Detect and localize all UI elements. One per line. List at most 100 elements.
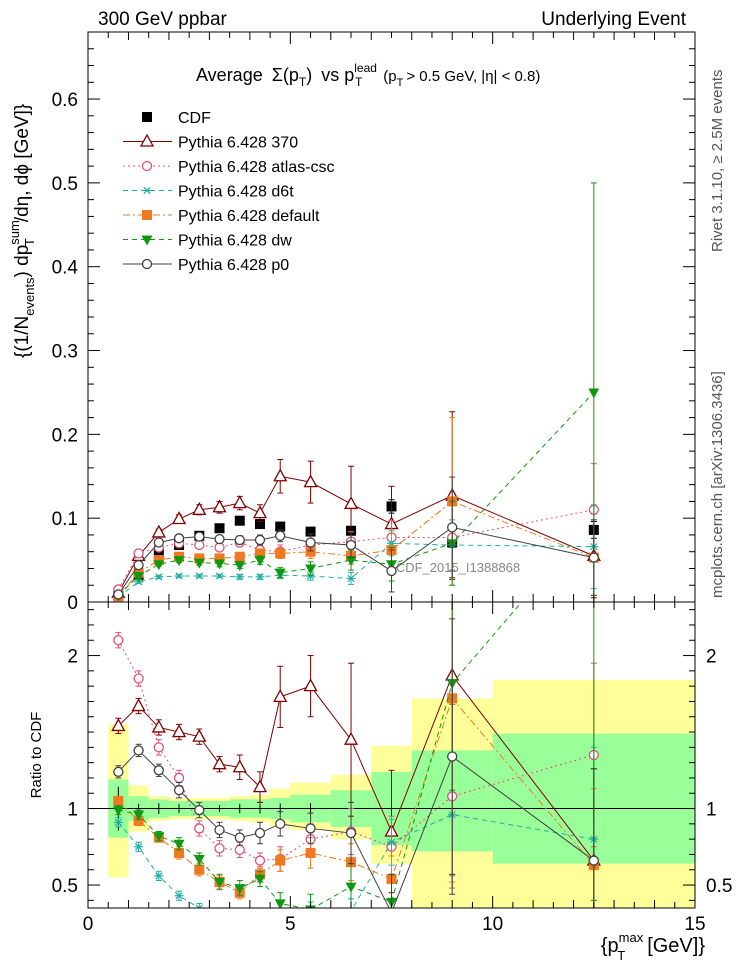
data-point-pythia-6-428-dw (193, 558, 205, 569)
series-pythia-6-428-p0 (113, 476, 599, 600)
ylabel-part1: {(1/N (12, 316, 33, 358)
ratio-point-pythia-6-428-atlas-csc (234, 844, 245, 856)
ratio-point-pythia-6-428-default (174, 847, 185, 858)
ratio-point-pythia-6-428-default (275, 855, 286, 866)
ratio-point-pythia-6-428-d6t-d2 (216, 912, 222, 918)
data-point-pythia-6-428-d6t (306, 572, 316, 580)
series-line-pythia-6-428-default (117, 500, 595, 597)
ylabel-part2-sup: sum (7, 220, 22, 245)
legend-marker (141, 235, 153, 246)
data-point-pythia-6-428-370 (252, 505, 268, 519)
legend-label: Pythia 6.428 d6t (178, 184, 294, 201)
ratio-point-pythia-6-428-d6t-d1 (216, 912, 222, 918)
data-point-cdf (305, 526, 316, 537)
ratio-point-pythia-6-428-atlas-csc (173, 772, 185, 784)
ratio-point-pythia-6-428-atlas-csc (194, 823, 205, 834)
data-point-pythia-6-428-p0 (588, 552, 599, 563)
legend-marker-d2 (143, 186, 151, 195)
top-y-tick-label: 0.2 (52, 425, 78, 446)
ratio-point-pythia-6-428-atlas-csc (254, 855, 266, 866)
ratio-point-pythia-6-428-default (133, 815, 144, 826)
xlabel-open: {p (601, 935, 619, 957)
legend-entry-pythia-6-428-atlas-csc: Pythia 6.428 atlas-csc (123, 159, 335, 176)
data-point-cdf (234, 515, 245, 526)
ratio-point-pythia-6-428-370 (151, 719, 166, 733)
ratio-point-pythia-6-428-p0 (447, 751, 458, 762)
bottom-series-layer (111, 602, 601, 922)
top-y-tick-label: 0.4 (52, 258, 79, 279)
data-point-pythia-6-428-d6t-d2 (155, 573, 163, 581)
data-point-pythia-6-428-default (275, 548, 286, 559)
ratio-point-pythia-6-428-p0 (194, 804, 205, 816)
ratio-point-pythia-6-428-p0 (305, 823, 316, 834)
ratio-point-pythia-6-428-d6t (154, 872, 164, 880)
title-sigma: Σ(p (272, 65, 299, 85)
ratio-point-pythia-6-428-d6t-d2 (134, 843, 143, 851)
title-cuts-rest: > 0.5 GeV, |η| < 0.8) (406, 68, 540, 85)
data-point-pythia-6-428-default (234, 551, 245, 562)
ratio-point-pythia-6-428-default (305, 847, 316, 858)
ratio-point-pythia-6-428-dw (153, 832, 165, 843)
data-point-pythia-6-428-p0 (133, 559, 144, 571)
legend-marker (141, 160, 153, 172)
data-point-pythia-6-428-370 (171, 511, 187, 525)
ratio-point-pythia-6-428-dw (112, 806, 124, 817)
legend-entry-pythia-6-428-p0: Pythia 6.428 p0 (123, 257, 289, 274)
ratio-point-pythia-6-428-d6t (347, 907, 355, 908)
series-pythia-6-428-370 (111, 411, 601, 599)
xlabel-sup: max (619, 930, 644, 945)
title-cuts-open: (p (383, 68, 396, 85)
bottom-axes: 0.5 0.5 1 1 2 2 0 5 10 15 (52, 602, 732, 935)
ratio-point-pythia-6-428-d6t-d2 (114, 818, 122, 826)
legend-entry-pythia-6-428-default: Pythia 6.428 default (123, 208, 320, 225)
data-point-pythia-6-428-dw (345, 556, 357, 567)
ratio-point-pythia-6-428-d6t-d2 (155, 872, 163, 880)
series-cdf (113, 499, 599, 602)
data-point-pythia-6-428-d6t (255, 573, 265, 581)
data-point-pythia-6-428-dw (274, 568, 286, 579)
data-point-pythia-6-428-p0 (194, 531, 205, 542)
ratio-point-pythia-6-428-d6t (255, 916, 264, 922)
ratio-point-pythia-6-428-p0 (389, 907, 394, 908)
ratio-point-pythia-6-428-370 (111, 718, 126, 732)
x-tick-label: 5 (285, 914, 296, 935)
title-cuts-sub: T (397, 77, 404, 89)
ratio-point-pythia-6-428-370 (252, 779, 268, 793)
ratio-y-tick-label-right: 2 (706, 647, 717, 668)
legend-label: Pythia 6.428 370 (178, 135, 298, 152)
series-line-pythia-6-428-d6t (118, 542, 594, 598)
top-axes: 0 0.1 0.2 0.3 0.4 0.5 0.6 (52, 32, 696, 614)
data-point-pythia-6-428-p0 (173, 533, 185, 544)
legend-marker (142, 112, 152, 122)
legend-entry-cdf: CDF (142, 110, 211, 127)
header-left: 300 GeV ppbar (98, 9, 228, 30)
ratio-point-pythia-6-428-dw (234, 884, 246, 895)
ratio-point-pythia-6-428-d6t-d1 (257, 916, 263, 922)
data-point-pythia-6-428-atlas-csc (194, 539, 205, 551)
title-vs: vs p (321, 65, 354, 85)
ratio-point-pythia-6-428-d6t-d1 (195, 904, 201, 908)
legend-label: Pythia 6.428 atlas-csc (178, 159, 335, 176)
top-y-axis-label: {(1/Nevents) dpsumT/dη, dϕ [GeV]} (7, 104, 37, 358)
legend-label: Pythia 6.428 p0 (178, 257, 289, 274)
title-sigma-sub: T (299, 75, 307, 89)
data-point-pythia-6-428-d6t (235, 573, 245, 581)
ratio-point-pythia-6-428-atlas-csc (113, 635, 124, 646)
ratio-point-pythia-6-428-dw (133, 810, 145, 821)
data-point-pythia-6-428-p0 (153, 537, 164, 548)
data-point-pythia-6-428-p0 (214, 533, 225, 545)
ratio-point-pythia-6-428-default (194, 864, 205, 875)
data-point-pythia-6-428-dw (234, 561, 246, 572)
legend-marker (142, 210, 152, 220)
ratio-point-pythia-6-428-d6t-d2 (237, 916, 243, 922)
data-point-pythia-6-428-p0 (305, 537, 316, 548)
ratio-point-pythia-6-428-p0 (133, 745, 144, 756)
ylabel-part2-sub: T (22, 238, 37, 246)
header-right: Underlying Event (541, 9, 686, 30)
data-point-pythia-6-428-dw (133, 572, 145, 583)
x-axis-label: {pmax T [GeV]} (601, 930, 705, 963)
top-y-tick-label: 0.5 (52, 174, 78, 195)
ratio-point-pythia-6-428-d6t (387, 838, 396, 846)
ratio-point-pythia-6-428-atlas-csc (214, 843, 225, 854)
